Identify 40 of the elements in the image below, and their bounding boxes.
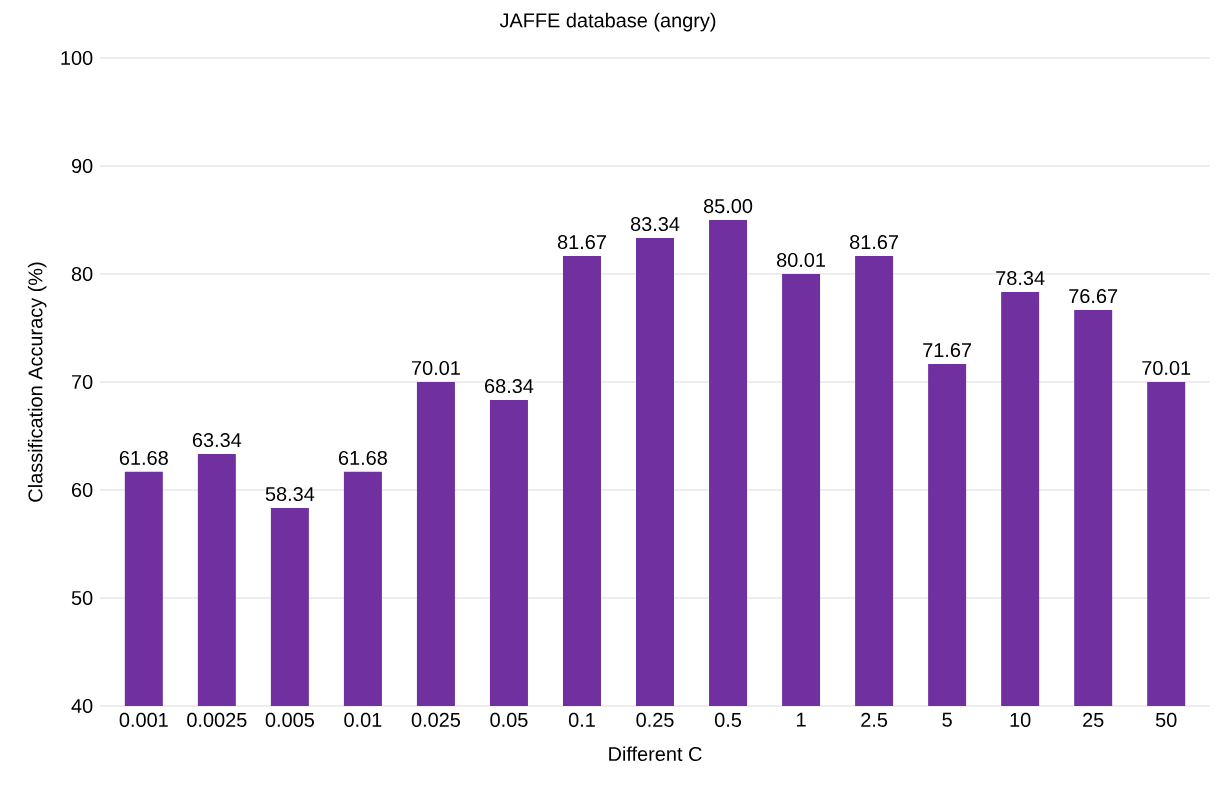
- data-label: 83.34: [630, 216, 680, 232]
- x-axis-title: Different C: [609, 746, 702, 762]
- y-tick-label: 60: [72, 482, 93, 498]
- x-tick-label: 0.001: [119, 712, 168, 727]
- y-tick-label: 40: [71, 698, 93, 714]
- data-label: 85.00: [703, 199, 753, 214]
- data-label: 76.67: [1069, 289, 1118, 304]
- x-tick-label: 0.5: [714, 712, 742, 727]
- x-tick-label: 10: [1010, 712, 1031, 727]
- y-tick-label: 80: [71, 266, 93, 282]
- x-tick-label: 0.0025: [187, 712, 247, 727]
- x-tick-label: 0.1: [568, 712, 595, 727]
- data-label: 80.01: [776, 252, 826, 268]
- y-tick-label: 70: [72, 374, 93, 390]
- x-tick-label: 5: [942, 712, 952, 727]
- data-label: 71.67: [923, 343, 972, 358]
- data-label: 78.34: [996, 270, 1045, 286]
- data-label: 61.68: [119, 450, 168, 465]
- data-label: 63.34: [192, 432, 242, 448]
- x-tick-label: 2.5: [861, 712, 888, 727]
- y-tick-label: 90: [71, 158, 93, 174]
- x-tick-label: 0.025: [411, 712, 461, 727]
- data-label: 58.34: [265, 486, 315, 502]
- data-label: 61.68: [338, 450, 387, 465]
- x-tick-label: 25: [1083, 712, 1104, 727]
- x-tick-label: 1: [797, 712, 806, 727]
- data-label: 70.01: [1142, 360, 1191, 376]
- chart-title: JAFFE database (angry): [499, 12, 716, 32]
- data-label: 81.67: [850, 235, 899, 250]
- x-tick-label: 50: [1155, 712, 1177, 727]
- x-tick-label: 0.01: [344, 712, 382, 727]
- y-axis-title: Classification Accuracy (%): [27, 262, 47, 502]
- x-tick-label: 0.005: [265, 712, 314, 727]
- x-tick-label: 0.05: [490, 712, 528, 727]
- data-label: 70.01: [412, 360, 460, 376]
- data-label: 81.67: [557, 235, 606, 250]
- data-label: 68.34: [485, 378, 534, 394]
- y-tick-label: 50: [71, 590, 93, 606]
- y-tick-label: 100: [61, 50, 93, 66]
- x-tick-label: 0.25: [636, 712, 674, 727]
